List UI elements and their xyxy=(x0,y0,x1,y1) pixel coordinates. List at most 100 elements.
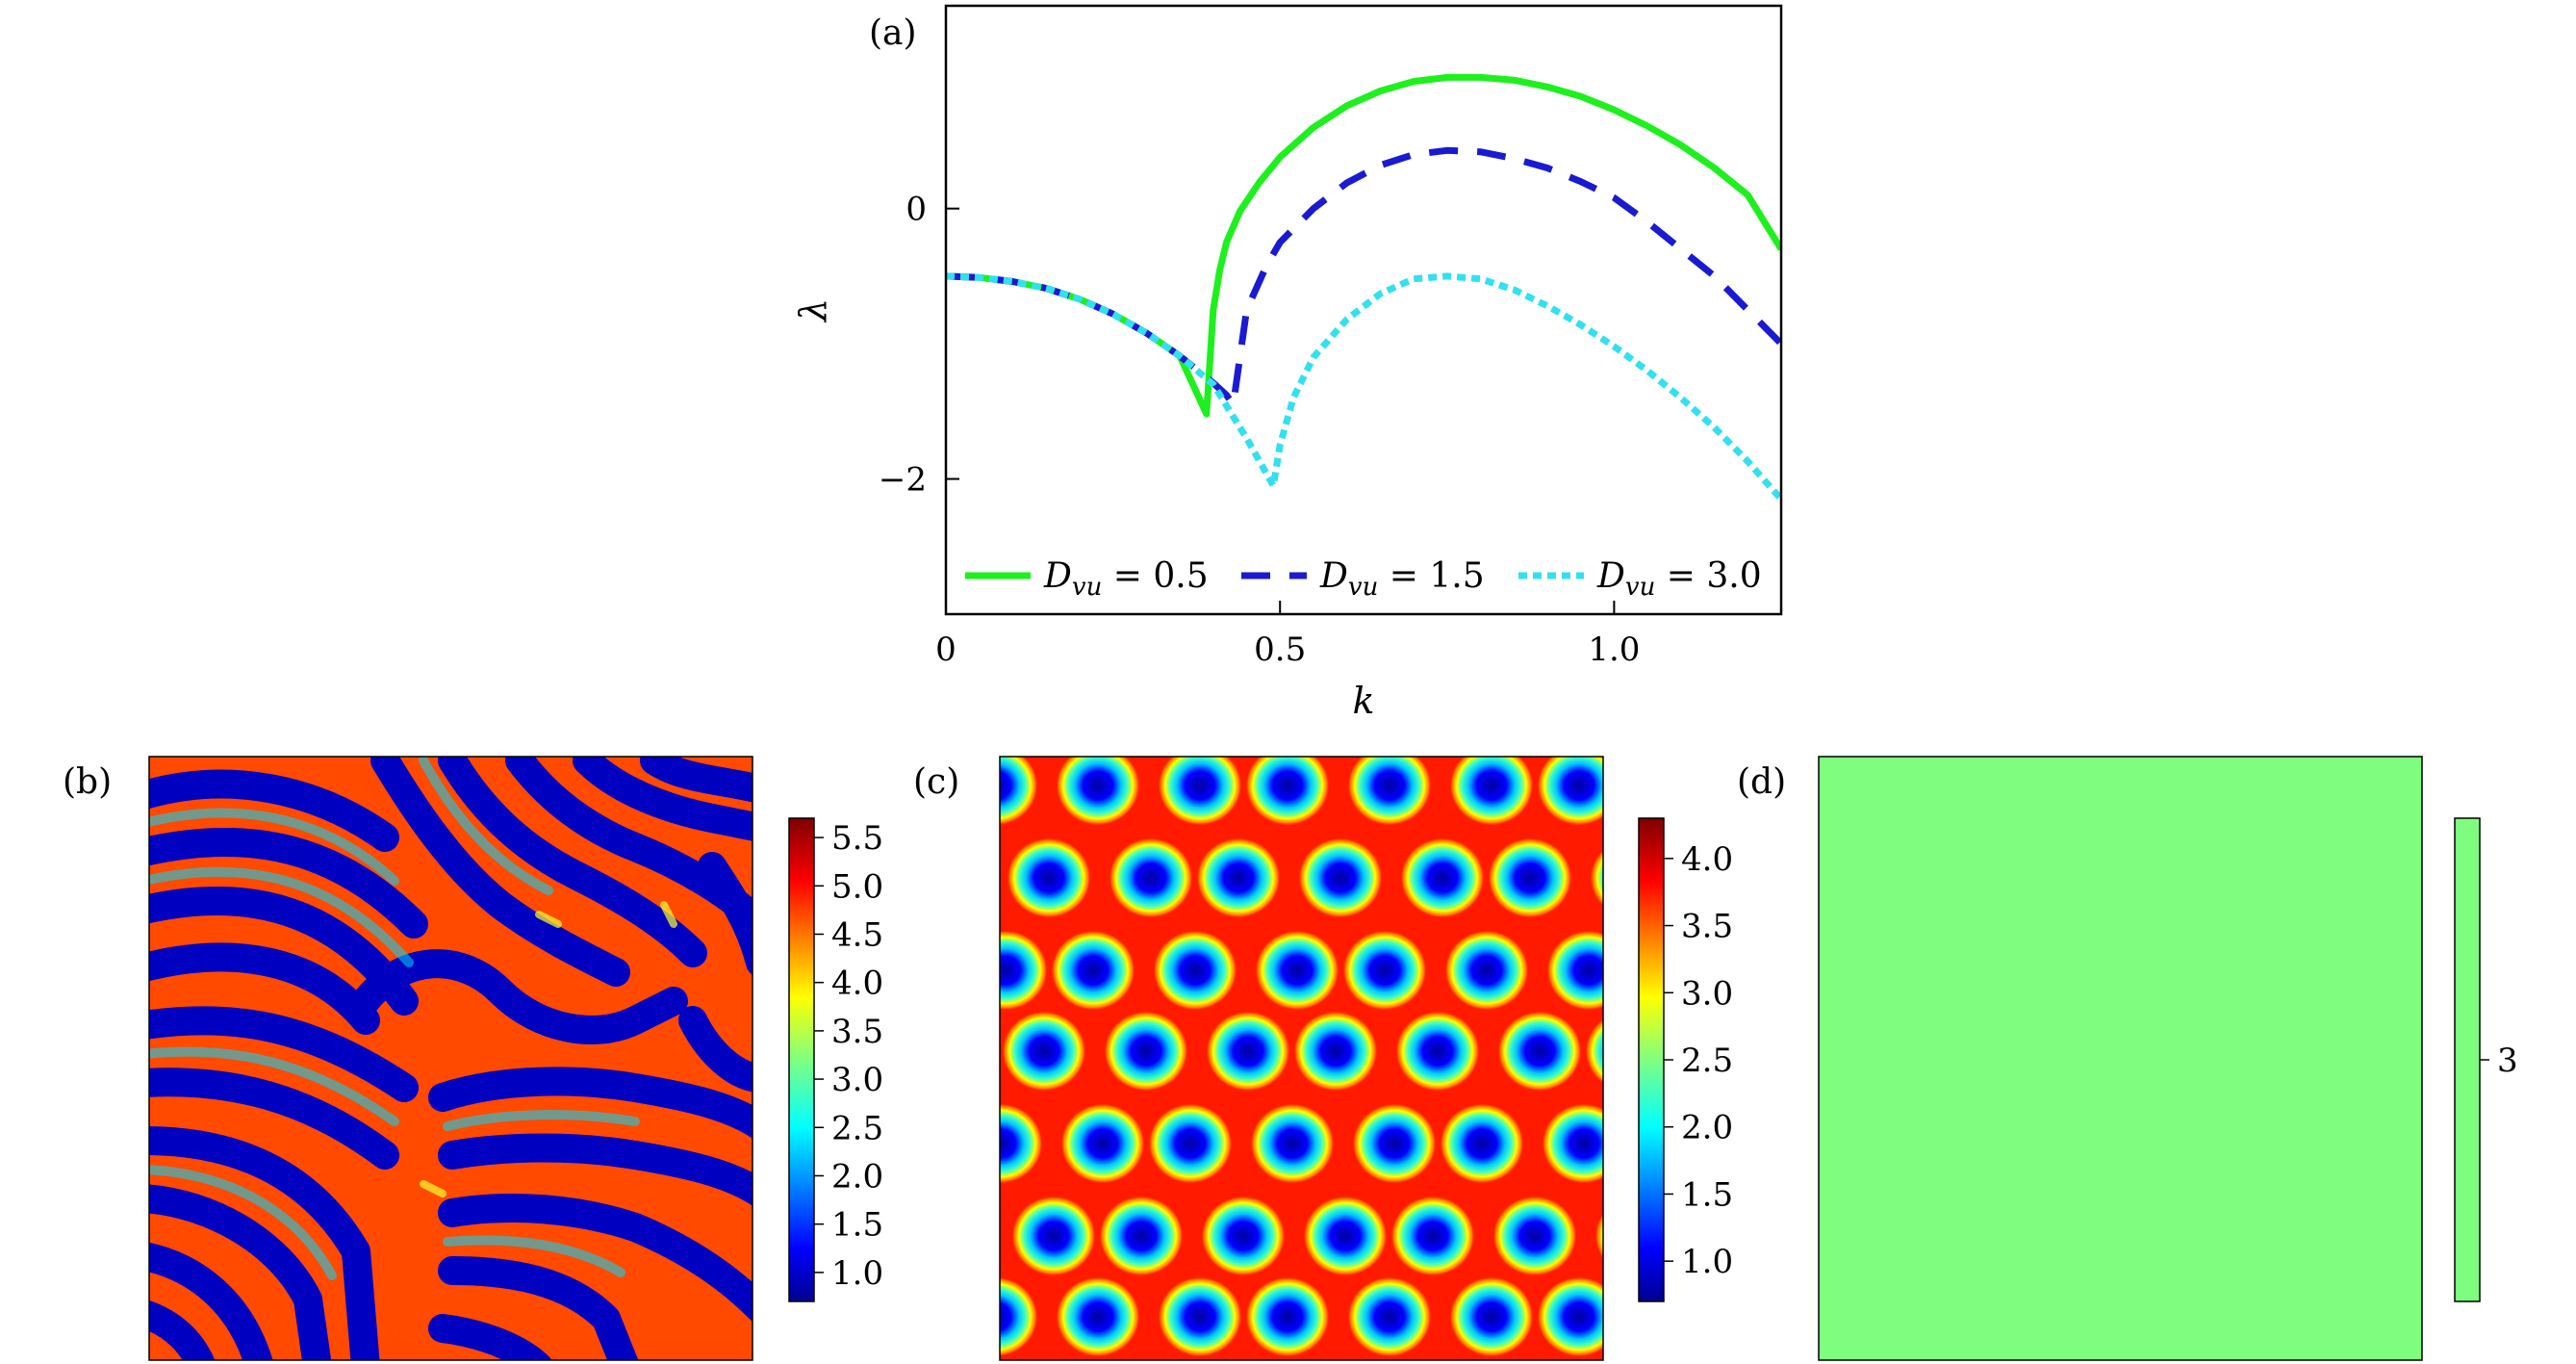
spot xyxy=(1449,1276,1534,1357)
legend-label-2: Dvu = 3.0 xyxy=(1596,556,1762,602)
plot-a-frame xyxy=(944,4,1783,616)
spot xyxy=(1590,848,1603,908)
spot xyxy=(1347,757,1432,826)
panel-label-b: (b) xyxy=(63,762,112,802)
spot xyxy=(1250,1103,1335,1184)
panel-b: (b) xyxy=(63,756,883,1361)
spot xyxy=(1342,930,1427,1011)
plot-a-series xyxy=(946,73,1781,502)
colorbar-tick-label: 5.5 xyxy=(831,819,883,858)
colorbar-tick-label: 4.0 xyxy=(1681,840,1733,879)
spot xyxy=(1099,1196,1184,1276)
colorbar-tick-label: 3.5 xyxy=(1681,908,1733,946)
colorbar-tick-label: 4.5 xyxy=(831,915,883,954)
heatmap-b xyxy=(149,757,752,1360)
spot xyxy=(1206,1011,1290,1092)
spot xyxy=(1104,1011,1188,1092)
spot xyxy=(1444,930,1529,1011)
colorbar-c-ticks: 4.0 3.5 3.0 2.5 2.0 1.5 1.0 xyxy=(1664,840,1733,1281)
colorbar-tick-label: 2.5 xyxy=(1681,1042,1733,1080)
spot xyxy=(1245,1276,1330,1357)
spot xyxy=(1002,1011,1086,1092)
heatmap-d-uniform-field xyxy=(1818,756,2423,1361)
colorbar-tick-label: 5.0 xyxy=(831,867,883,906)
spot xyxy=(1293,1011,1378,1092)
spot xyxy=(1542,1103,1603,1184)
spot xyxy=(1488,837,1572,918)
spot xyxy=(1546,930,1603,1011)
spot xyxy=(1245,757,1330,826)
spot xyxy=(1400,837,1485,918)
colorbar-c xyxy=(1638,817,1665,1302)
spot xyxy=(1158,1276,1242,1357)
spot xyxy=(1352,1103,1437,1184)
spot xyxy=(1109,837,1193,918)
heatmap-b-stripes xyxy=(149,757,752,1360)
stripe-cores xyxy=(149,757,752,1360)
panel-label-d: (d) xyxy=(1737,762,1786,802)
panel-d: (d) 3 xyxy=(1737,756,2518,1361)
spot xyxy=(1060,1103,1145,1184)
colorbar-tick-label: 3.5 xyxy=(831,1013,883,1051)
spot xyxy=(1000,1103,1043,1184)
colorbar-tick-label: 2.0 xyxy=(831,1157,883,1196)
spot xyxy=(1390,1196,1475,1276)
colorbar-tick-label: 3.0 xyxy=(831,1061,883,1099)
panel-a: (a) 0 0.5 1.0 0 −2 k λ Dvu = 0.5 Dvu = 1.5 Dvu… xyxy=(792,4,1783,722)
colorbar-tick-label: 1.5 xyxy=(831,1206,883,1245)
colorbar-tick-label: 1.0 xyxy=(831,1254,883,1293)
legend-label-0: Dvu = 0.5 xyxy=(1043,556,1209,602)
spot xyxy=(1585,1017,1603,1085)
legend-label-1: Dvu = 1.5 xyxy=(1319,556,1485,602)
spot xyxy=(1056,1276,1140,1357)
panel-label-c: (c) xyxy=(913,762,959,802)
colorbar-tick-label: 4.0 xyxy=(831,965,883,1003)
spot xyxy=(1000,930,1048,1011)
series-line-0 xyxy=(946,73,1781,418)
spot xyxy=(1303,1196,1388,1276)
spot xyxy=(1537,1276,1603,1357)
colorbar-b xyxy=(788,817,815,1302)
x-tick-label-a: 0 xyxy=(935,631,956,669)
series-line-2 xyxy=(946,272,1781,502)
spot xyxy=(1440,1103,1524,1184)
colorbar-tick-label: 1.0 xyxy=(1681,1243,1733,1281)
colorbar-tick-label: 3.0 xyxy=(1681,974,1733,1013)
spot xyxy=(1153,930,1237,1011)
colorbar-b-ticks: 5.5 5.0 4.5 4.0 3.5 3.0 2.5 2.0 1.5 1.0 xyxy=(814,819,883,1293)
series-line-1 xyxy=(946,146,1781,408)
colorbar-tick-label: 2.0 xyxy=(1681,1109,1733,1147)
spot xyxy=(1201,1196,1286,1276)
stripe-junctions xyxy=(420,901,677,1197)
heatmap-c-spots xyxy=(1000,757,1603,1357)
panel-label-a: (a) xyxy=(869,13,917,53)
heatmap-c-frame xyxy=(999,756,1604,1361)
spot xyxy=(1255,930,1339,1011)
spot xyxy=(1158,757,1242,826)
colorbar-tick-label: 3 xyxy=(2497,1042,2518,1080)
spot xyxy=(1594,1211,1603,1261)
x-tick-label-a: 0.5 xyxy=(1254,631,1306,669)
spot xyxy=(1000,757,1038,826)
y-tick-label-a: −2 xyxy=(879,461,927,500)
spot xyxy=(1056,757,1140,826)
y-axis-label-a: λ xyxy=(792,298,834,323)
spot xyxy=(1051,930,1135,1011)
spot xyxy=(1007,837,1091,918)
spot xyxy=(1497,1011,1582,1092)
panel-c: (c) 4.0 3.5 3.0 2.5 2.0 1.5 1.0 xyxy=(913,756,1733,1361)
plot-a-ticks: 0 0.5 1.0 0 −2 xyxy=(879,191,1641,669)
x-tick-label-a: 1.0 xyxy=(1588,631,1640,669)
spot xyxy=(1011,1196,1096,1276)
stripe-edges xyxy=(149,757,640,1280)
colorbar-tick-label: 2.5 xyxy=(831,1109,883,1147)
spot xyxy=(1492,1196,1577,1276)
colorbar-d-ticks: 3 xyxy=(2480,1042,2518,1080)
y-tick-label-a: 0 xyxy=(905,191,927,229)
heatmap-b-frame xyxy=(148,756,753,1361)
spot xyxy=(1347,1276,1432,1357)
heatmap-c xyxy=(1000,757,1603,1360)
x-axis-label-a: k xyxy=(1352,680,1374,722)
spot xyxy=(1298,837,1383,918)
